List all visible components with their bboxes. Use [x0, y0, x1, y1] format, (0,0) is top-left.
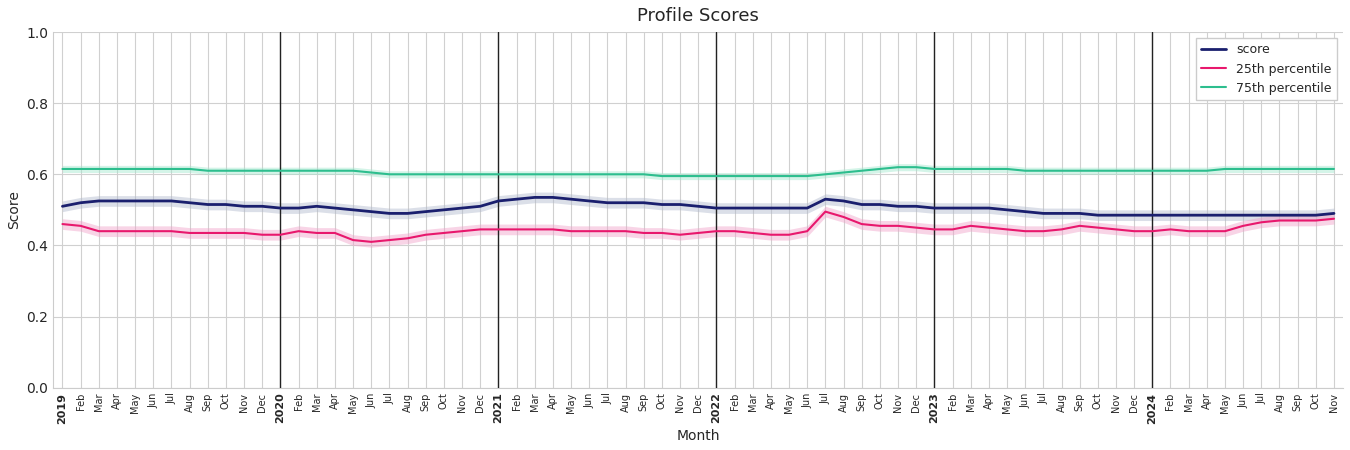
Line: score: score	[62, 198, 1334, 215]
score	[526, 195, 543, 200]
25th percentile	[363, 239, 379, 244]
25th percentile	[1235, 223, 1251, 229]
X-axis label: Month: Month	[676, 429, 720, 443]
Line: 25th percentile: 25th percentile	[62, 212, 1334, 242]
25th percentile	[1326, 216, 1342, 221]
25th percentile	[54, 221, 70, 227]
75th percentile	[1289, 166, 1305, 171]
25th percentile	[90, 229, 107, 234]
Line: 75th percentile: 75th percentile	[62, 167, 1334, 176]
score	[690, 203, 706, 209]
25th percentile	[1289, 218, 1305, 223]
score	[1326, 211, 1342, 216]
75th percentile	[836, 170, 852, 175]
score	[54, 203, 70, 209]
25th percentile	[853, 221, 869, 227]
25th percentile	[817, 209, 833, 214]
25th percentile	[690, 230, 706, 236]
75th percentile	[236, 168, 252, 173]
75th percentile	[653, 173, 670, 179]
score	[236, 203, 252, 209]
25th percentile	[236, 230, 252, 236]
Legend: score, 25th percentile, 75th percentile: score, 25th percentile, 75th percentile	[1196, 38, 1336, 100]
score	[1089, 212, 1106, 218]
75th percentile	[1326, 166, 1342, 171]
Y-axis label: Score: Score	[7, 190, 22, 230]
75th percentile	[690, 173, 706, 179]
75th percentile	[90, 166, 107, 171]
75th percentile	[1235, 166, 1251, 171]
75th percentile	[890, 165, 906, 170]
Title: Profile Scores: Profile Scores	[637, 7, 759, 25]
score	[1235, 212, 1251, 218]
75th percentile	[54, 166, 70, 171]
score	[90, 198, 107, 204]
score	[836, 198, 852, 204]
score	[1289, 212, 1305, 218]
